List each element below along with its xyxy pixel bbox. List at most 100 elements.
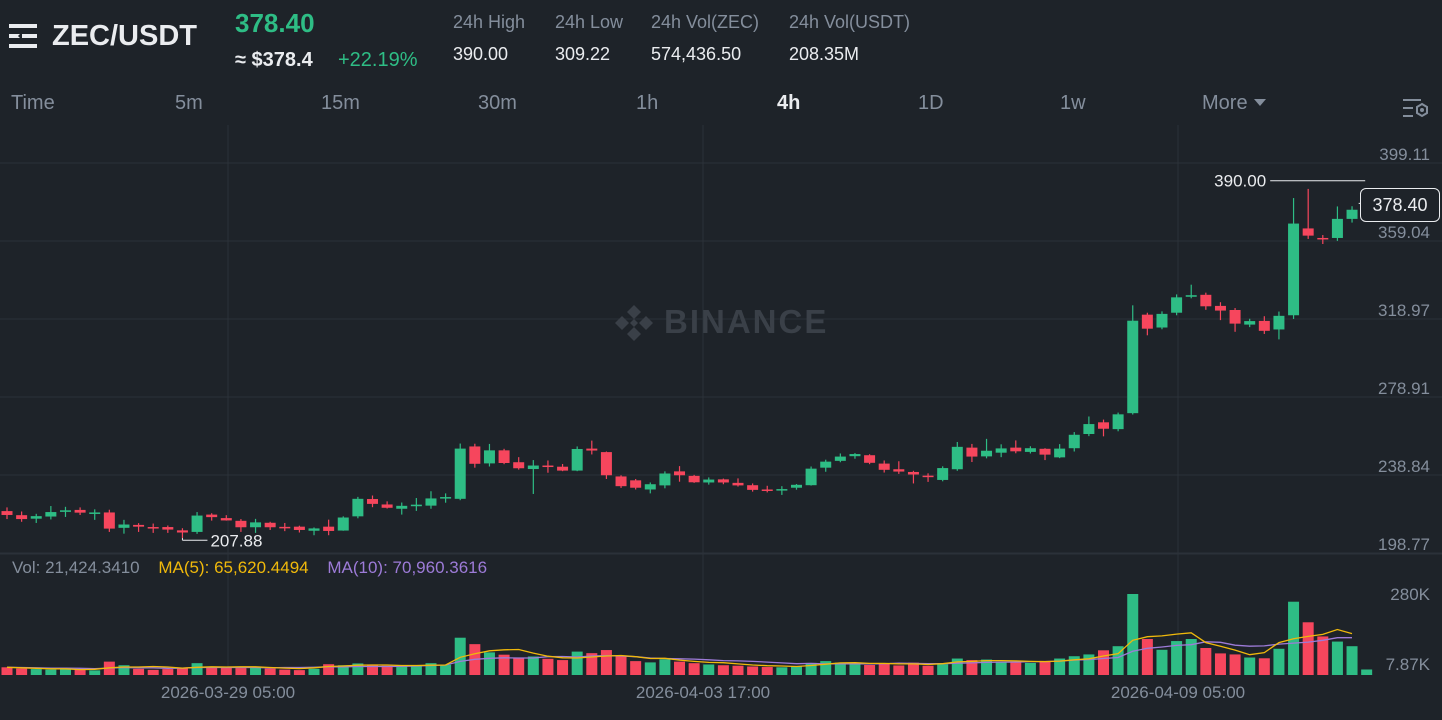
volume-bar [235, 668, 247, 675]
time-axis-label: 2026-04-09 05:00 [1111, 683, 1245, 702]
stat-24h-vol-base: 24h Vol(ZEC) 574,436.50 [651, 12, 759, 65]
candle-body [1068, 434, 1080, 449]
menu-icon[interactable] [9, 22, 39, 50]
price-tick-label: 198.77 [1378, 535, 1430, 554]
volume-bar [176, 667, 188, 675]
stat-label: 24h Vol(USDT) [789, 12, 911, 32]
volume-bar [688, 663, 700, 675]
volume-bar [147, 669, 159, 675]
volume-bar [1054, 658, 1066, 675]
volume-bar [542, 658, 554, 675]
volume-bar [323, 664, 335, 675]
candle-body [1346, 209, 1358, 219]
candle-body [133, 524, 145, 527]
candle-body [834, 456, 846, 461]
volume-bar [1361, 669, 1373, 675]
volume-bar [483, 652, 495, 675]
volume-bar [790, 666, 802, 675]
candle-body [674, 471, 686, 476]
volume-bar [981, 659, 993, 675]
candle-body [469, 446, 481, 464]
candle-body [191, 515, 203, 532]
candle-body [966, 447, 978, 457]
tab-30m[interactable]: 30m [478, 92, 517, 114]
candle-body [513, 462, 525, 469]
price-tick-label: 278.91 [1378, 379, 1430, 398]
volume-bar [133, 668, 145, 675]
volume-bar [513, 658, 525, 675]
volume-bar [293, 670, 305, 675]
candle-body [1200, 294, 1212, 307]
volume-bar [1244, 657, 1256, 675]
tab-1h[interactable]: 1h [636, 92, 659, 114]
volume-bar [162, 669, 174, 675]
volume-bar [1185, 639, 1197, 675]
binance-watermark: BINANCE [612, 301, 832, 345]
candle-body [937, 468, 949, 480]
candle-body [805, 468, 817, 486]
pair-name[interactable]: ZEC/USDT [52, 20, 197, 52]
candle-body [864, 455, 876, 463]
volume-bar [279, 669, 291, 675]
candle-body [147, 527, 159, 529]
price-tick-label: 318.97 [1378, 301, 1430, 320]
volume-bar [1171, 641, 1183, 675]
candle-body [1010, 447, 1022, 452]
caret-down-icon [1253, 99, 1266, 106]
ticker-header: ZEC/USDT 378.40 ≈ $378.4 +22.19% 24h Hig… [0, 0, 1442, 80]
volume-bar [454, 637, 466, 675]
volume-bar [864, 664, 876, 675]
more-intervals-dropdown[interactable]: More [1202, 92, 1266, 115]
volume-bar [878, 663, 890, 675]
volume-bar [89, 670, 101, 675]
tab-15m[interactable]: 15m [321, 92, 360, 114]
tab-5m[interactable]: 5m [175, 92, 203, 114]
candle-body [820, 461, 832, 468]
candles [1, 188, 1373, 538]
chart-settings-icon[interactable] [1402, 96, 1430, 120]
candle-body [162, 527, 174, 530]
chart-grid [0, 125, 1442, 675]
volume-bar [1083, 654, 1095, 675]
candle-body [615, 476, 627, 487]
chart-annotations: 390.00 207.88 [181, 172, 1374, 550]
tab-1w[interactable]: 1w [1060, 92, 1086, 114]
tab-time[interactable]: Time [11, 92, 55, 114]
tab-1d[interactable]: 1D [918, 92, 944, 114]
candle-body [1171, 297, 1183, 313]
candlestick-chart[interactable]: 390.00 207.88 399.11 359.04 318.97 278.91 238… [0, 125, 1442, 710]
volume-bar [630, 661, 642, 675]
volume-bar [586, 653, 598, 675]
candle-body [118, 524, 130, 528]
change-percent: +22.19% [338, 49, 418, 71]
stat-value: 390.00 [453, 44, 509, 64]
volume-bar [1039, 660, 1051, 675]
volume-bar [1156, 649, 1168, 675]
stat-label: 24h High [453, 12, 526, 32]
more-label: More [1202, 92, 1248, 114]
volume-bar [907, 662, 919, 675]
candle-body [1273, 315, 1285, 330]
volume-bar [1331, 641, 1343, 675]
tab-4h[interactable]: 4h [777, 92, 801, 114]
volume-bar [410, 665, 422, 675]
volume-bar [16, 668, 28, 675]
candle-body [16, 515, 28, 520]
candle-body [981, 450, 993, 457]
stat-24h-high: 24h High 390.00 [453, 12, 525, 65]
candle-body [396, 505, 408, 509]
candle-body [849, 454, 861, 457]
candle-body [717, 479, 729, 483]
volume-bar [571, 651, 583, 675]
candle-body [103, 512, 115, 529]
candle-body [688, 475, 700, 483]
candle-body [337, 517, 349, 531]
volume-bar [220, 667, 232, 675]
candle-body [1244, 321, 1256, 325]
volume-bar [425, 663, 437, 675]
volume-bar [1258, 658, 1270, 675]
last-price: 378.40 [235, 8, 315, 38]
volume-value: Vol: 21,424.3410 [12, 558, 140, 577]
volume-bar [264, 668, 276, 675]
volume-bar [1229, 654, 1241, 675]
